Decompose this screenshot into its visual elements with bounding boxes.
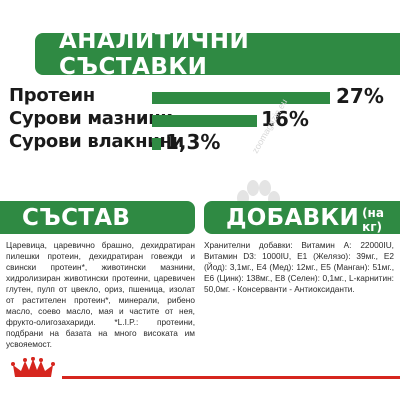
crown-logo-icon (11, 357, 55, 377)
bar-value: 27% (336, 84, 384, 108)
composition-title: СЪСТАВ (22, 204, 131, 231)
bar-label: Протеин (9, 85, 95, 106)
bar-value: 1,3% (165, 130, 221, 154)
bar-fill (152, 138, 161, 150)
analytics-title: АНАЛИТИЧНИ СЪСТАВКИ (59, 28, 250, 80)
bar-row-fat: Сурови мазнини 16% (0, 107, 400, 134)
bar-label: Сурови мазнини (9, 108, 173, 129)
bar-value: 16% (261, 107, 309, 131)
additives-text: Хранителни добавки: Витамин А: 22000IU, … (204, 240, 394, 294)
composition-banner: СЪСТАВ (0, 201, 195, 234)
footer-divider (62, 376, 400, 379)
bar-label: Сурови влакнини (9, 131, 184, 152)
analytics-banner: АНАЛИТИЧНИ СЪСТАВКИ (35, 28, 400, 80)
bar-row-protein: Протеин 27% (0, 84, 400, 111)
composition-text: Царевица, царевично брашно, дехидратиран… (6, 240, 195, 349)
additives-unit: (на кг) (362, 205, 384, 234)
additives-title: ДОБАВКИ (226, 204, 360, 231)
bar-row-fiber: Сурови влакнини 1,3% (0, 130, 400, 157)
additives-banner: ДОБАВКИ (на кг) (204, 201, 400, 234)
bar-fill (152, 115, 257, 127)
bar-fill (152, 92, 330, 104)
